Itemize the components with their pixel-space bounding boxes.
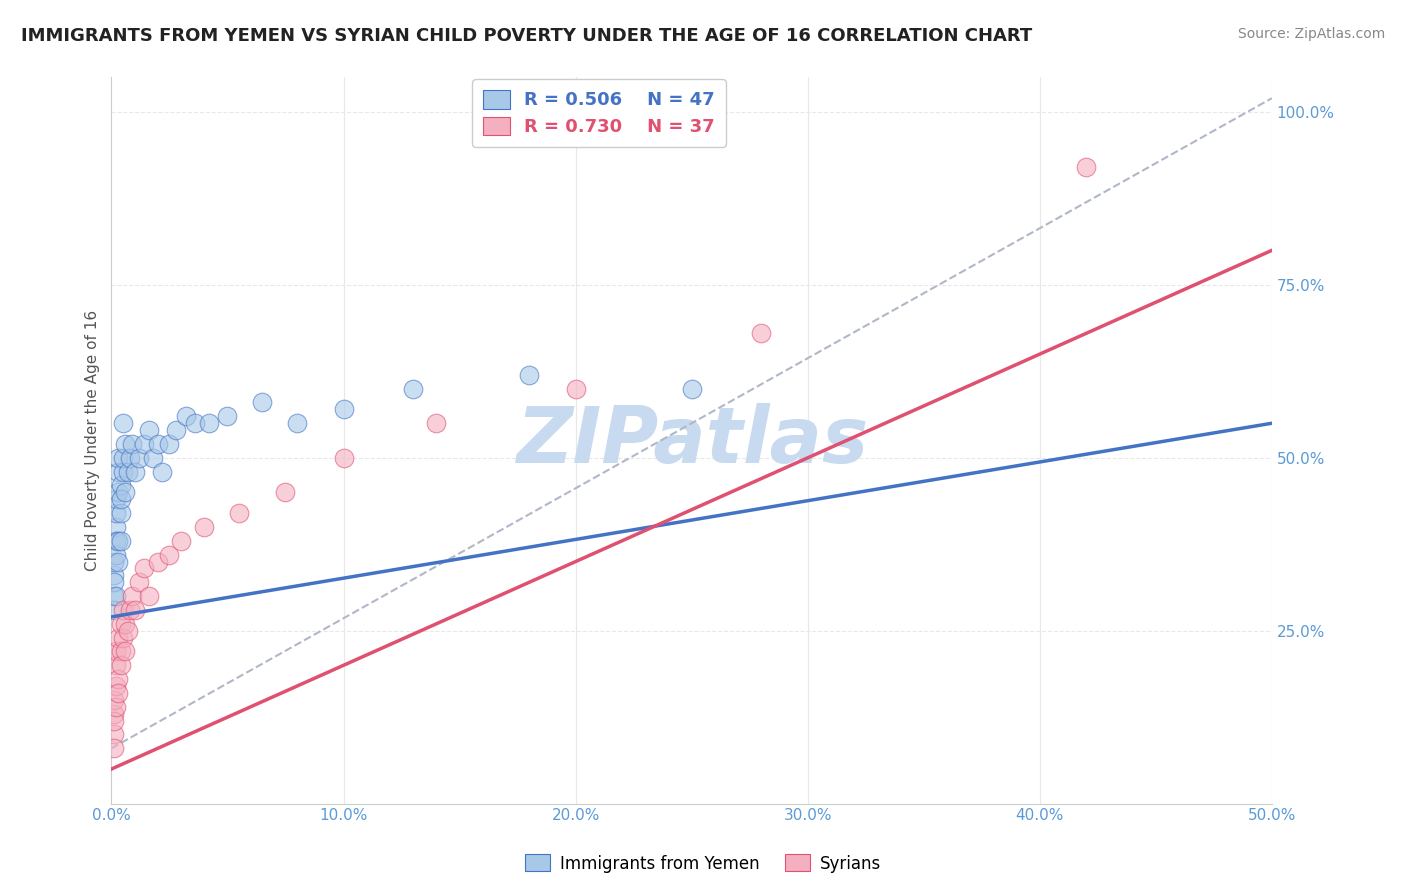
Point bbox=[114, 616, 136, 631]
Point bbox=[184, 416, 207, 430]
Point bbox=[252, 395, 274, 409]
Point bbox=[111, 450, 134, 465]
Y-axis label: Child Poverty Under the Age of 16: Child Poverty Under the Age of 16 bbox=[86, 310, 100, 571]
Point bbox=[107, 465, 129, 479]
Legend: Immigrants from Yemen, Syrians: Immigrants from Yemen, Syrians bbox=[519, 847, 887, 880]
Point bbox=[118, 450, 141, 465]
Point bbox=[107, 631, 129, 645]
Point bbox=[152, 465, 174, 479]
Point bbox=[274, 485, 297, 500]
Point bbox=[105, 644, 128, 658]
Point bbox=[105, 699, 128, 714]
Point bbox=[228, 506, 250, 520]
Point bbox=[107, 533, 129, 548]
Point bbox=[105, 548, 128, 562]
Point bbox=[174, 409, 197, 424]
Point bbox=[105, 679, 128, 693]
Point bbox=[103, 741, 125, 756]
Point bbox=[103, 555, 125, 569]
Point bbox=[111, 603, 134, 617]
Point bbox=[105, 533, 128, 548]
Point bbox=[103, 727, 125, 741]
Point bbox=[517, 368, 540, 382]
Point bbox=[285, 416, 308, 430]
Point bbox=[110, 533, 132, 548]
Point bbox=[142, 450, 165, 465]
Text: ZIPatlas: ZIPatlas bbox=[516, 402, 868, 478]
Text: Source: ZipAtlas.com: Source: ZipAtlas.com bbox=[1237, 27, 1385, 41]
Point bbox=[128, 450, 150, 465]
Point bbox=[114, 485, 136, 500]
Point bbox=[117, 624, 139, 638]
Point bbox=[159, 437, 181, 451]
Point bbox=[132, 561, 155, 575]
Point bbox=[103, 603, 125, 617]
Point bbox=[114, 437, 136, 451]
Point bbox=[107, 485, 129, 500]
Text: IMMIGRANTS FROM YEMEN VS SYRIAN CHILD POVERTY UNDER THE AGE OF 16 CORRELATION CH: IMMIGRANTS FROM YEMEN VS SYRIAN CHILD PO… bbox=[21, 27, 1032, 45]
Point bbox=[425, 416, 447, 430]
Point bbox=[105, 506, 128, 520]
Point bbox=[111, 465, 134, 479]
Point bbox=[118, 603, 141, 617]
Point bbox=[105, 520, 128, 534]
Point bbox=[105, 589, 128, 603]
Point bbox=[110, 506, 132, 520]
Point bbox=[159, 548, 181, 562]
Point bbox=[132, 437, 155, 451]
Point bbox=[681, 382, 703, 396]
Point bbox=[103, 714, 125, 728]
Point bbox=[114, 644, 136, 658]
Point bbox=[165, 423, 187, 437]
Point bbox=[107, 686, 129, 700]
Point bbox=[103, 568, 125, 582]
Point bbox=[107, 555, 129, 569]
Point bbox=[402, 382, 425, 396]
Legend: R = 0.506    N = 47, R = 0.730    N = 37: R = 0.506 N = 47, R = 0.730 N = 37 bbox=[472, 79, 725, 147]
Point bbox=[110, 658, 132, 673]
Point bbox=[564, 382, 586, 396]
Point bbox=[146, 555, 169, 569]
Point bbox=[105, 658, 128, 673]
Point bbox=[138, 589, 160, 603]
Point bbox=[193, 520, 215, 534]
Point bbox=[110, 478, 132, 492]
Point bbox=[110, 492, 132, 507]
Point bbox=[107, 450, 129, 465]
Point bbox=[103, 706, 125, 721]
Point bbox=[121, 589, 143, 603]
Point bbox=[1076, 161, 1098, 175]
Point bbox=[124, 465, 146, 479]
Point bbox=[107, 672, 129, 686]
Point bbox=[217, 409, 239, 424]
Point bbox=[110, 616, 132, 631]
Point bbox=[749, 326, 772, 341]
Point bbox=[117, 465, 139, 479]
Point bbox=[198, 416, 221, 430]
Point bbox=[146, 437, 169, 451]
Point bbox=[110, 644, 132, 658]
Point bbox=[103, 575, 125, 590]
Point bbox=[138, 423, 160, 437]
Point bbox=[103, 693, 125, 707]
Point bbox=[332, 402, 354, 417]
Point bbox=[332, 450, 354, 465]
Point bbox=[105, 492, 128, 507]
Point bbox=[111, 631, 134, 645]
Point bbox=[121, 437, 143, 451]
Point bbox=[111, 416, 134, 430]
Point bbox=[103, 589, 125, 603]
Point bbox=[170, 533, 193, 548]
Point bbox=[124, 603, 146, 617]
Point bbox=[128, 575, 150, 590]
